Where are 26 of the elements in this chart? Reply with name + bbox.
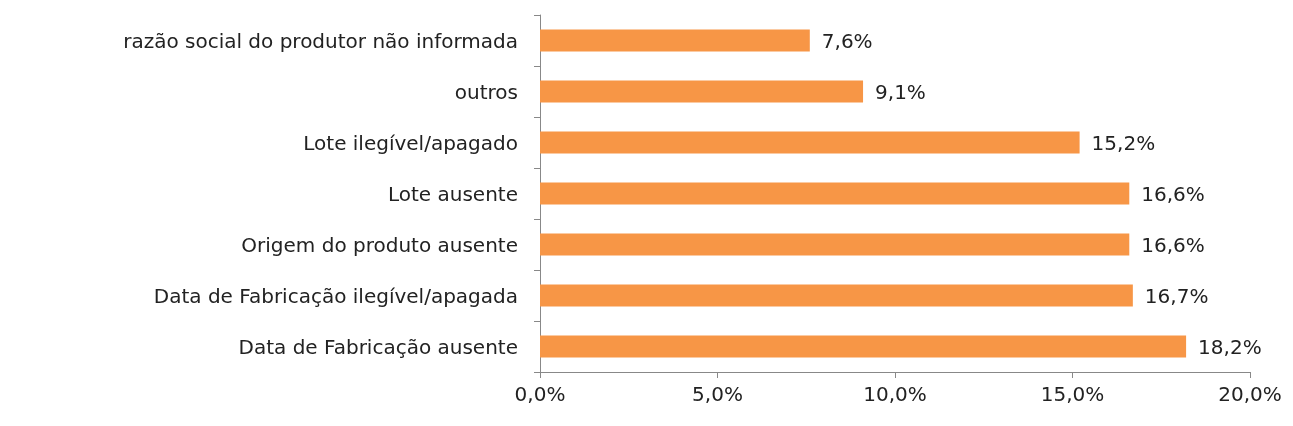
- bar: [540, 80, 864, 103]
- data-label: 16,7%: [1144, 283, 1209, 308]
- x-tick-label: 15,0%: [1040, 382, 1105, 406]
- y-tick-label: Origem do produto ausente: [241, 232, 518, 257]
- bar: [540, 335, 1187, 358]
- x-tick-label: 5,0%: [692, 382, 743, 406]
- y-tick-label: Lote ilegível/apagado: [303, 130, 518, 155]
- data-label: 16,6%: [1141, 181, 1205, 206]
- x-tick-label: 20,0%: [1218, 382, 1282, 406]
- data-label: 18,2%: [1198, 334, 1262, 359]
- y-tick-label: razão social do produtor não informada: [123, 28, 518, 53]
- data-label: 16,6%: [1141, 232, 1205, 257]
- bar: [540, 284, 1133, 307]
- bar: [540, 29, 810, 52]
- bar: [540, 131, 1080, 154]
- bar: [540, 182, 1130, 205]
- y-tick-label: outros: [454, 79, 518, 104]
- x-tick-label: 0,0%: [514, 382, 566, 406]
- data-label: 9,1%: [875, 79, 926, 104]
- x-tick-label: 10,0%: [863, 382, 927, 406]
- data-label: 15,2%: [1091, 130, 1156, 155]
- y-tick-label: Data de Fabricação ausente: [238, 334, 518, 359]
- bar: [540, 233, 1130, 256]
- y-tick-label: Data de Fabricação ilegível/apagada: [153, 283, 518, 308]
- y-tick-label: Lote ausente: [387, 181, 518, 206]
- data-label: 7,6%: [821, 28, 873, 53]
